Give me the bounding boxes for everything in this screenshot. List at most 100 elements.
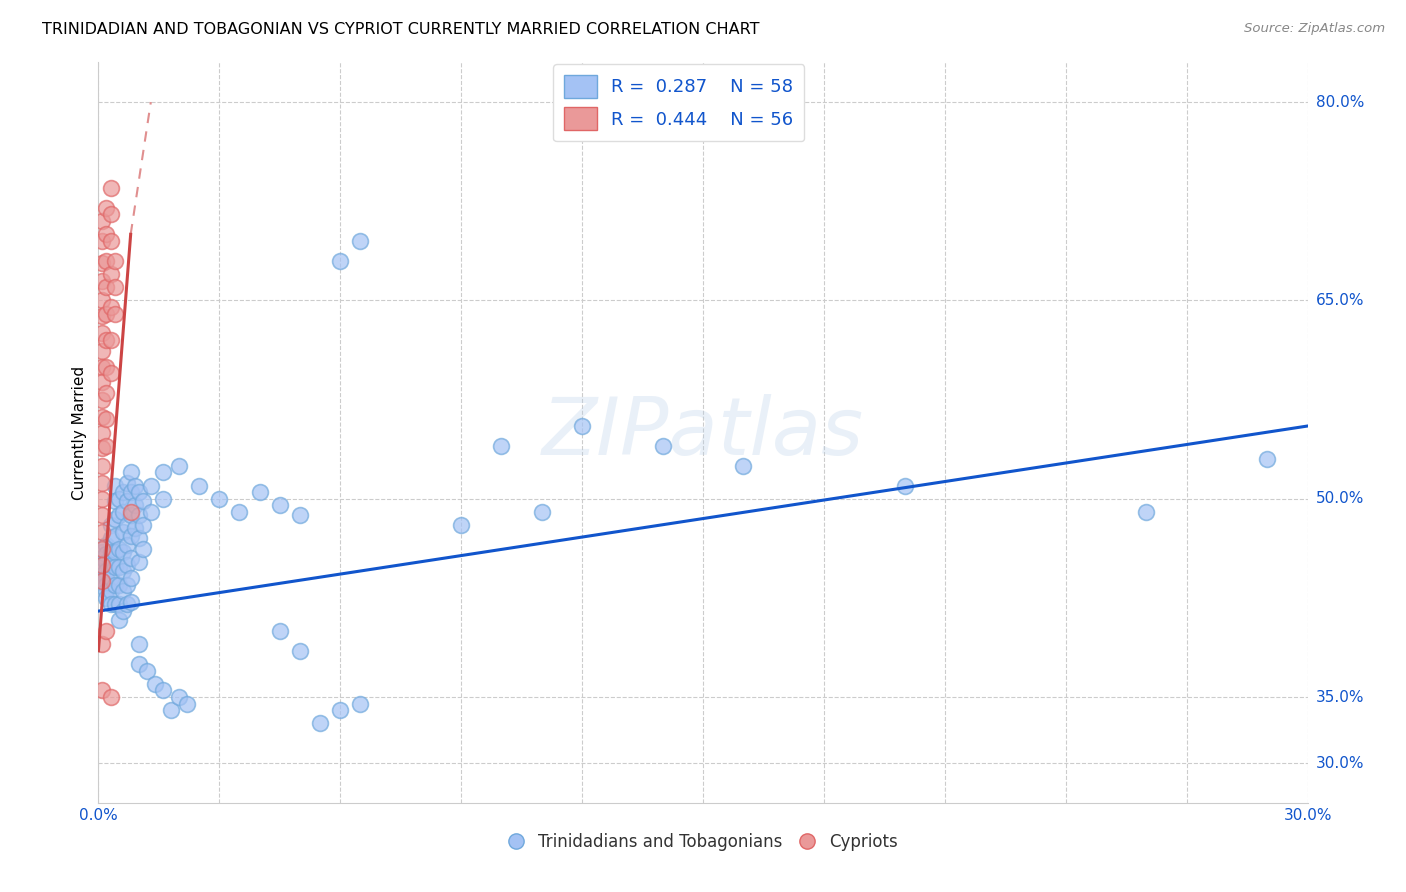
Point (111, 604, 134, 618)
Point (96, 253, 118, 268)
Point (96, 555, 118, 569)
Point (91, 442, 114, 456)
Point (96, 439, 118, 453)
Point (96, 624, 118, 638)
Point (160, 703, 183, 717)
Point (128, 532, 150, 546)
Point (91, 560, 114, 574)
Text: 65.0%: 65.0% (1316, 293, 1364, 308)
Point (107, 541, 129, 556)
Point (124, 478, 146, 492)
Point (152, 465, 174, 479)
Point (111, 565, 134, 579)
Point (100, 544, 122, 558)
Point (91, 475, 114, 490)
Point (96, 571, 118, 585)
Point (100, 181, 122, 195)
Point (128, 637, 150, 651)
Point (107, 613, 129, 627)
Point (651, 439, 673, 453)
Point (96, 584, 118, 599)
Point (128, 555, 150, 569)
Point (100, 207, 122, 221)
Point (91, 574, 114, 588)
Point (115, 518, 138, 533)
Point (107, 560, 129, 574)
Point (91, 565, 114, 579)
Point (450, 518, 472, 533)
Text: 35.0%: 35.0% (1316, 690, 1364, 705)
Point (288, 644, 311, 658)
Point (132, 541, 155, 556)
Point (91, 274, 114, 288)
Point (100, 366, 122, 380)
Point (120, 571, 142, 585)
Text: 80.0%: 80.0% (1316, 95, 1364, 110)
Point (128, 657, 150, 671)
Point (103, 253, 125, 268)
Point (91, 568, 114, 582)
Point (91, 458, 114, 473)
Point (349, 234, 371, 248)
Point (115, 475, 138, 490)
Text: 50.0%: 50.0% (1316, 491, 1364, 507)
Point (96, 227, 118, 242)
Point (103, 598, 125, 612)
Point (139, 478, 162, 492)
Point (269, 499, 291, 513)
Point (91, 343, 114, 358)
Point (120, 529, 142, 543)
Point (115, 494, 138, 508)
Point (120, 505, 142, 519)
Point (103, 577, 125, 591)
Point (188, 478, 211, 492)
Point (176, 697, 198, 711)
Point (96, 565, 118, 579)
Point (100, 690, 122, 704)
Point (91, 409, 114, 424)
Point (111, 505, 134, 519)
Point (107, 577, 129, 591)
Point (115, 598, 138, 612)
Point (96, 307, 118, 321)
Point (288, 508, 311, 522)
Point (91, 326, 114, 341)
Point (107, 508, 129, 522)
Point (96, 280, 118, 294)
Point (128, 508, 150, 522)
Point (91, 376, 114, 390)
Point (100, 598, 122, 612)
Point (107, 491, 129, 506)
Point (96, 547, 118, 561)
Point (91, 541, 114, 556)
Point (100, 333, 122, 347)
Point (96, 201, 118, 215)
Point (91, 574, 114, 588)
Point (100, 234, 122, 248)
Point (100, 300, 122, 314)
Point (91, 558, 114, 572)
Point (91, 524, 114, 539)
Point (249, 485, 271, 500)
Point (91, 293, 114, 308)
Point (91, 558, 114, 572)
Text: Source: ZipAtlas.com: Source: ZipAtlas.com (1244, 22, 1385, 36)
Point (120, 465, 142, 479)
Point (100, 532, 122, 546)
Point (111, 485, 134, 500)
Point (111, 544, 134, 558)
Point (139, 505, 162, 519)
Point (120, 485, 142, 500)
Text: ZIPatlas: ZIPatlas (541, 393, 865, 472)
Point (91, 392, 114, 407)
Point (120, 595, 142, 609)
Point (893, 478, 915, 492)
Point (96, 538, 118, 552)
Point (96, 412, 118, 426)
Point (115, 538, 138, 552)
Point (167, 458, 190, 473)
Point (91, 256, 114, 270)
Point (143, 677, 166, 691)
Point (96, 386, 118, 401)
Point (115, 558, 138, 572)
